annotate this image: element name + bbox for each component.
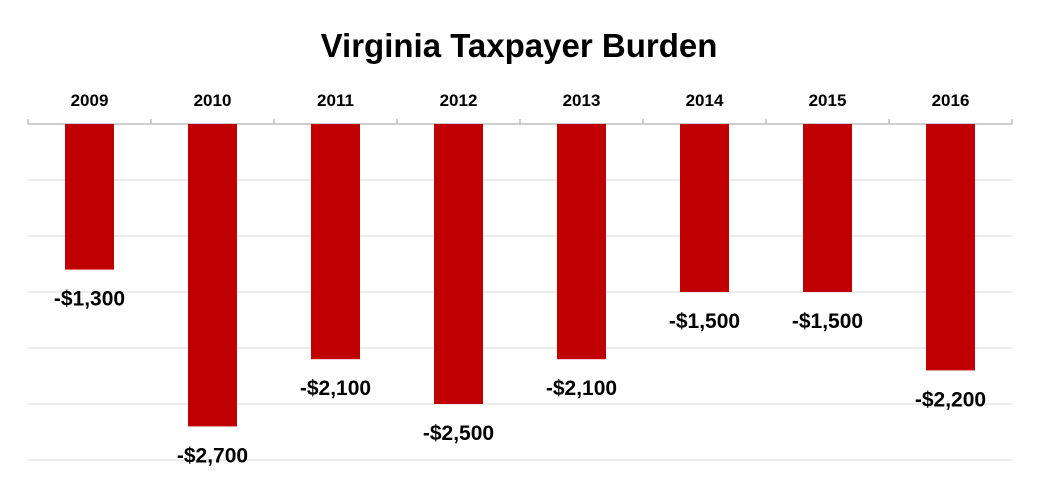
x-axis xyxy=(27,119,1013,125)
bar-2011 xyxy=(311,124,360,360)
data-label: -$2,200 xyxy=(915,388,986,411)
bars xyxy=(65,124,975,427)
data-label: -$2,100 xyxy=(546,377,617,400)
bar-2016 xyxy=(926,124,975,371)
data-label: -$2,700 xyxy=(177,444,248,467)
data-label: -$2,500 xyxy=(423,422,494,445)
data-label: -$1,500 xyxy=(792,310,863,333)
data-label: -$2,100 xyxy=(300,377,371,400)
x-tick-label: 2011 xyxy=(317,91,354,110)
data-label: -$1,500 xyxy=(669,310,740,333)
x-tick-label: 2015 xyxy=(809,91,847,110)
chart-title: Virginia Taxpayer Burden xyxy=(321,27,718,64)
bar-2012 xyxy=(434,124,483,404)
bar-2009 xyxy=(65,124,114,270)
x-tick-label: 2014 xyxy=(686,91,724,110)
x-tick-label: 2009 xyxy=(71,91,109,110)
data-labels: -$1,300 -$2,700 -$2,100 -$2,500 -$2,100 -$1,5… xyxy=(54,288,986,468)
x-tick-label: 2010 xyxy=(194,91,232,110)
x-tick-label: 2016 xyxy=(932,91,970,110)
bar-2013 xyxy=(557,124,606,360)
bar-2015 xyxy=(803,124,852,292)
bar-2014 xyxy=(680,124,729,292)
gridlines xyxy=(28,179,1012,461)
bar-2010 xyxy=(188,124,237,427)
data-label: -$1,300 xyxy=(54,288,125,311)
x-tick-label: 2013 xyxy=(563,91,601,110)
x-tick-label: 2012 xyxy=(440,91,478,110)
x-tick-labels: 2009 2010 2011 2012 2013 2014 2015 2016 xyxy=(71,91,970,110)
